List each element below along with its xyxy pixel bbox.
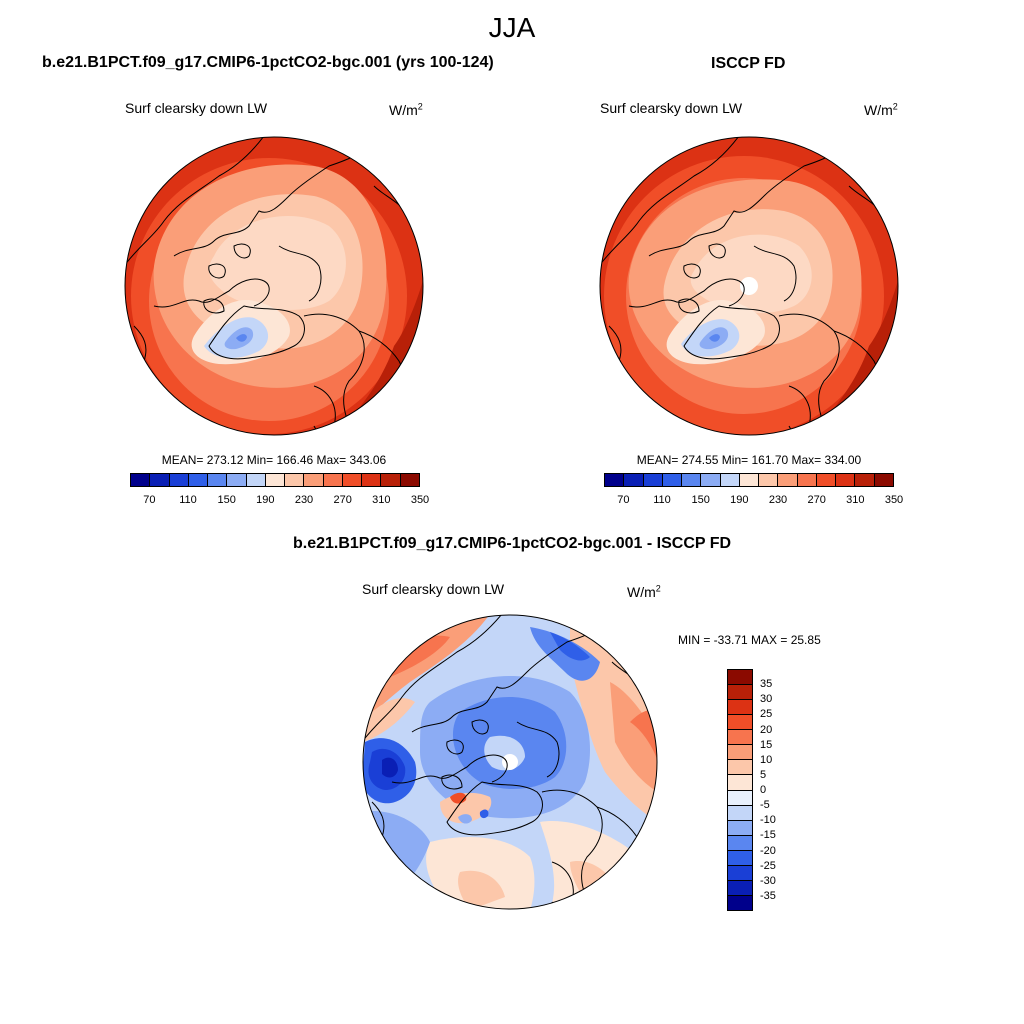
- colorbar-tick-label: 270: [333, 494, 352, 506]
- colorbar-swatch: [728, 760, 752, 776]
- colorbar-swatch: [131, 474, 151, 486]
- colorbar-tick-label: 35: [760, 678, 773, 691]
- colorbar-swatch: [169, 474, 189, 486]
- colorbar-swatch: [624, 474, 644, 486]
- colorbar-swatch: [728, 790, 752, 806]
- colorbar-swatch: [797, 474, 817, 486]
- colorbar-swatch: [400, 474, 419, 486]
- colorbar-swatch: [728, 865, 752, 881]
- colorbar-tick-label: 230: [768, 494, 788, 506]
- colorbar-tick-label: 190: [256, 494, 275, 506]
- model-units-label: W/m2: [389, 101, 423, 118]
- colorbar-swatch: [874, 474, 893, 486]
- diff-units-label: W/m2: [627, 583, 661, 600]
- colorbar-tick-label: 110: [653, 494, 671, 506]
- colorbar-swatch: [778, 474, 798, 486]
- colorbar-tick-label: 20: [760, 723, 773, 736]
- colorbar-tick-label: 15: [760, 738, 773, 751]
- colorbar-tick-label: 350: [410, 494, 430, 506]
- colorbar-swatch: [662, 474, 683, 486]
- colorbar-swatch: [188, 474, 209, 486]
- colorbar-tick-label: -10: [760, 814, 776, 827]
- colorbar-swatch: [362, 474, 382, 486]
- colorbar-tick-label: 25: [760, 708, 773, 721]
- colorbar-swatch: [728, 730, 752, 746]
- colorbar-swatch: [816, 474, 837, 486]
- colorbar-swatch: [728, 670, 752, 686]
- model-variable-label: Surf clearsky down LW: [125, 100, 268, 116]
- colorbar-swatch: [728, 850, 752, 866]
- colorbar-swatch: [227, 474, 247, 486]
- diff-panel-title: b.e21.B1PCT.f09_g17.CMIP6-1pctCO2-bgc.00…: [292, 535, 732, 552]
- colorbar-tick-label: -5: [760, 799, 770, 812]
- colorbar-swatch: [728, 685, 752, 701]
- colorbar-swatch: [682, 474, 702, 486]
- colorbar-tick-label: 5: [760, 768, 767, 781]
- model-polar-map: [124, 136, 424, 436]
- colorbar-swatch: [701, 474, 721, 486]
- colorbar-tick-label: -20: [760, 844, 776, 857]
- figure-title: JJA: [488, 12, 536, 43]
- colorbar-tick-label: 110: [179, 494, 197, 506]
- colorbar-swatch: [728, 715, 752, 731]
- colorbar-swatch: [759, 474, 779, 486]
- diff-variable-label: Surf clearsky down LW: [362, 581, 505, 597]
- colorbar-swatch: [728, 835, 752, 851]
- colorbar-swatch: [246, 474, 266, 486]
- colorbar-swatch: [728, 880, 752, 896]
- colorbar-tick-label: 190: [730, 494, 749, 506]
- colorbar-tick-label: -25: [760, 859, 776, 872]
- colorbar-tick-label: 150: [691, 494, 710, 506]
- colorbar-swatch: [342, 474, 363, 486]
- obs-variable-label: Surf clearsky down LW: [600, 100, 743, 116]
- diff-polar-map: [362, 614, 658, 910]
- colorbar-swatch: [605, 474, 625, 486]
- colorbar-tick-label: -30: [760, 874, 776, 887]
- obs-stats: MEAN= 274.55 Min= 161.70 Max= 334.00: [636, 453, 862, 467]
- colorbar-tick-label: 350: [884, 494, 904, 506]
- model-colorbar-labels: 70 110 150 190 230 270 310 350: [130, 494, 429, 508]
- colorbar-swatch: [739, 474, 760, 486]
- colorbar-swatch: [150, 474, 170, 486]
- colorbar-swatch: [728, 745, 752, 761]
- colorbar-tick-label: 270: [807, 494, 826, 506]
- colorbar-swatch: [728, 820, 752, 836]
- model-stats: MEAN= 273.12 Min= 166.46 Max= 343.06: [161, 453, 387, 467]
- colorbar-tick-label: -35: [760, 889, 776, 902]
- obs-panel-title: ISCCP FD: [711, 55, 786, 72]
- colorbar-swatch: [323, 474, 343, 486]
- colorbar-tick-label: 10: [760, 753, 773, 766]
- colorbar-tick-label: -15: [760, 829, 776, 842]
- colorbar-swatch: [381, 474, 401, 486]
- model-panel-title: b.e21.B1PCT.f09_g17.CMIP6-1pctCO2-bgc.00…: [42, 54, 494, 71]
- colorbar-tick-label: 230: [294, 494, 314, 506]
- colorbar-swatch: [728, 775, 752, 791]
- colorbar-swatch: [265, 474, 286, 486]
- colorbar-swatch: [728, 805, 752, 821]
- colorbar-swatch: [836, 474, 856, 486]
- obs-colorbar-labels: 70 110 150 190 230 270 310 350: [604, 494, 903, 508]
- colorbar-tick-label: 310: [372, 494, 391, 506]
- obs-units-label: W/m2: [864, 101, 898, 118]
- colorbar-swatch: [208, 474, 228, 486]
- colorbar-tick-label: 70: [143, 494, 156, 506]
- obs-polar-map: [599, 136, 899, 436]
- colorbar-tick-label: 310: [846, 494, 865, 506]
- colorbar-swatch: [285, 474, 305, 486]
- colorbar-tick-label: 150: [217, 494, 236, 506]
- colorbar-swatch: [720, 474, 740, 486]
- model-colorbar: [130, 473, 420, 487]
- colorbar-swatch: [304, 474, 324, 486]
- diff-colorbar: [727, 669, 753, 911]
- colorbar-swatch: [728, 895, 752, 910]
- colorbar-tick-label: 0: [760, 784, 767, 796]
- colorbar-swatch: [728, 700, 752, 716]
- diff-stats: MIN = -33.71 MAX = 25.85: [678, 633, 821, 647]
- colorbar-tick-label: 30: [760, 693, 773, 706]
- colorbar-swatch: [643, 474, 663, 486]
- diff-colorbar-labels: 35 30 25 20 15 10 5 0 -5 -10 -15 -20 -25 -30 -35: [760, 669, 800, 911]
- colorbar-swatch: [855, 474, 875, 486]
- obs-colorbar: [604, 473, 894, 487]
- colorbar-tick-label: 70: [617, 494, 630, 506]
